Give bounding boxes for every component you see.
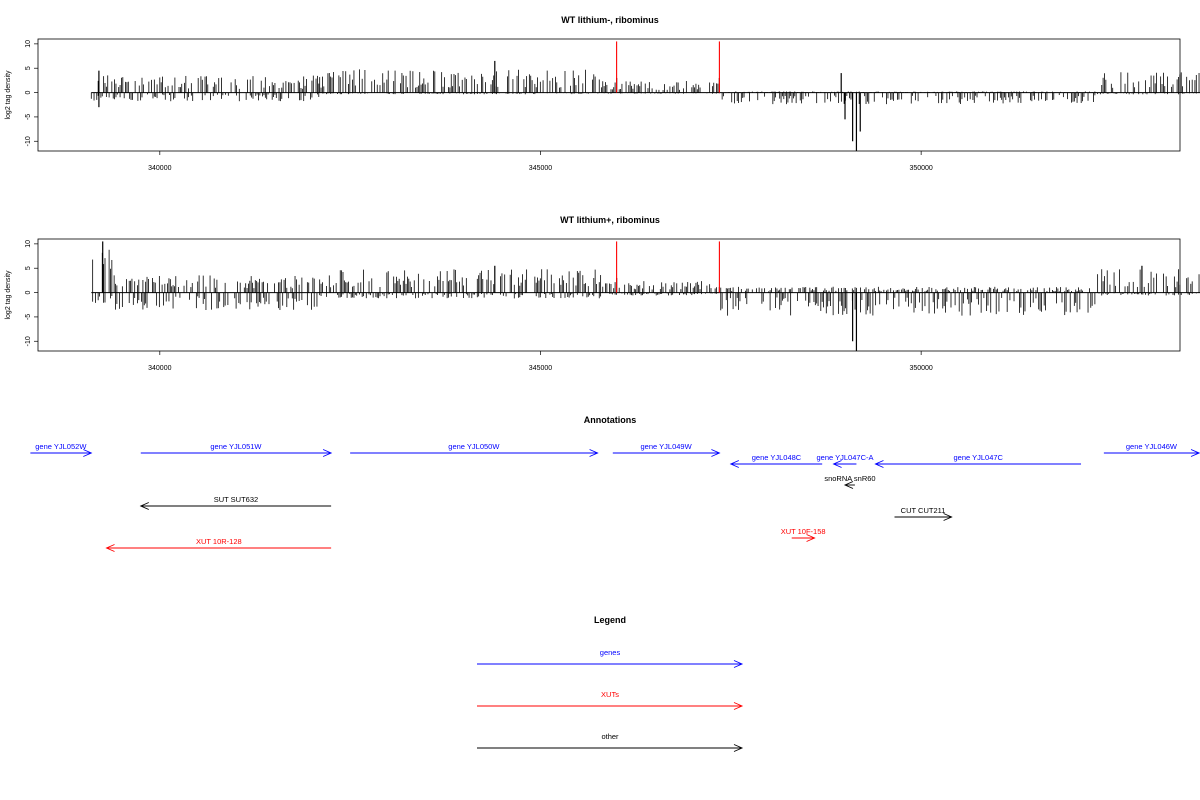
density-bars (90, 60, 1200, 151)
feature-label: SUT SUT632 (214, 495, 258, 504)
plot-frame (37, 38, 1181, 152)
x-tick-label: 340000 (148, 165, 171, 172)
legend-arrow (477, 660, 744, 668)
feature-arrow (729, 460, 823, 468)
feature-arrow (832, 460, 857, 468)
feature-arrow (843, 481, 855, 489)
legend-label: XUTs (601, 690, 619, 699)
x-tick-label: 350000 (909, 165, 932, 172)
y-axis-label: log2 tag density (5, 70, 12, 120)
feature-label: snoRNA snR60 (824, 474, 875, 483)
chart-panel-lithium-plus: WT lithium+, ribominus 10 5 0 -5 -10 log2 tag … (5, 215, 1200, 372)
legend-title: Legend (594, 615, 626, 625)
chart-title: WT lithium-, ribominus (561, 15, 659, 25)
feature-label: gene YJL046W (1126, 442, 1178, 451)
annotations-title: Annotations (584, 415, 637, 425)
legend-label: other (601, 732, 619, 741)
y-tick-label: 10 (25, 40, 32, 48)
y-tick-label: 5 (25, 66, 32, 70)
x-tick-label: 350000 (909, 365, 932, 372)
x-tick-label: 345000 (529, 165, 552, 172)
y-axis-label: log2 tag density (5, 270, 12, 320)
feature-label: CUT CUT211 (901, 506, 946, 515)
feature-arrow (1103, 449, 1200, 457)
feature-label: XUT 10F-158 (781, 527, 826, 536)
feature-label: XUT 10R-128 (196, 537, 242, 546)
y-tick-label: -5 (25, 114, 32, 120)
legend-panel: Legend genes XUTs other (477, 615, 744, 752)
feature-arrow (140, 449, 333, 457)
legend-arrow (477, 702, 744, 710)
feature-arrow (612, 449, 721, 457)
y-tick-label: 0 (25, 91, 32, 95)
legend-label: genes (600, 648, 621, 657)
feature-arrow (791, 534, 816, 542)
x-tick-label: 340000 (148, 365, 171, 372)
feature-label: gene YJL047C (953, 453, 1003, 462)
y-tick-label: -5 (25, 314, 32, 320)
feature-arrow (139, 502, 332, 510)
annotations-panel: Annotations gene YJL052W gene YJL051W gene… (30, 415, 1200, 552)
feature-label: gene YJL050W (448, 442, 500, 451)
chart-panel-lithium-minus: WT lithium-, ribominus 10 5 0 -5 -10 log2 tag … (5, 15, 1200, 172)
feature-arrow (874, 460, 1082, 468)
y-tick-label: -10 (25, 136, 32, 146)
y-tick-label: -10 (25, 336, 32, 346)
density-bars (92, 241, 1200, 351)
x-tick-label: 345000 (529, 365, 552, 372)
feature-label: gene YJL048C (752, 453, 802, 462)
feature-label: gene YJL051W (210, 442, 262, 451)
feature-label: gene YJL049W (641, 442, 693, 451)
feature-label: gene YJL047C-A (817, 453, 874, 462)
feature-arrow (105, 544, 332, 552)
feature-arrow (894, 513, 953, 521)
feature-arrow (350, 449, 599, 457)
chart-title: WT lithium+, ribominus (560, 215, 660, 225)
y-tick-label: 0 (25, 291, 32, 295)
feature-arrow (30, 449, 93, 457)
y-tick-label: 5 (25, 266, 32, 270)
feature-label: gene YJL052W (35, 442, 87, 451)
y-tick-label: 10 (25, 240, 32, 248)
legend-arrow (477, 744, 744, 752)
plot-frame (37, 238, 1181, 352)
